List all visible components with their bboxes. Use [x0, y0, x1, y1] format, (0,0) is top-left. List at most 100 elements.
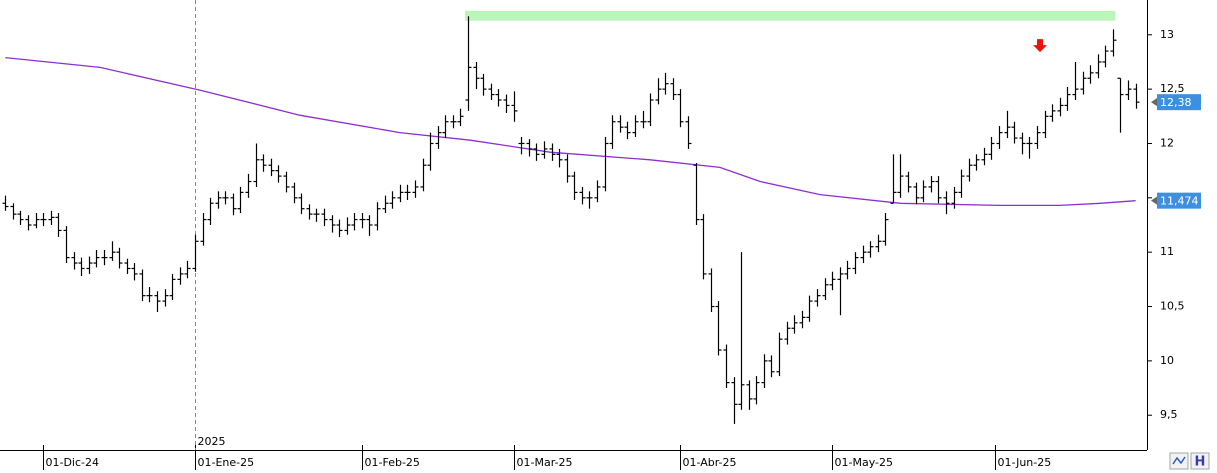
y-tick-label: 10 — [1160, 354, 1174, 367]
ohlc-bar — [329, 215, 336, 233]
ohlc-bar — [564, 154, 571, 183]
ohlc-bar — [829, 271, 836, 291]
y-tick-label: 12 — [1160, 136, 1174, 149]
ohlc-bar — [1064, 86, 1071, 111]
ohlc-bar — [397, 184, 404, 203]
ohlc-bar — [473, 61, 480, 90]
ohlc-bar — [427, 132, 434, 171]
ohlc-bar — [1133, 83, 1140, 109]
hold-icon[interactable] — [1190, 452, 1210, 470]
ohlc-bar — [71, 252, 78, 270]
ohlc-bar — [1026, 136, 1033, 159]
ohlc-bar — [366, 215, 373, 236]
ohlc-bar — [640, 110, 647, 129]
ohlc-bar — [55, 213, 62, 237]
ohlc-bar — [2, 195, 9, 211]
ohlc-bar — [935, 176, 942, 204]
ohlc-bar — [351, 213, 358, 231]
ohlc-bar — [298, 193, 305, 215]
toolbar-icons: H — [1169, 452, 1210, 470]
ohlc-bar — [291, 182, 298, 204]
ohlc-bar — [1042, 110, 1049, 139]
ohlc-bar — [708, 268, 715, 312]
ohlc-bar — [109, 241, 116, 261]
ohlc-bar — [791, 315, 798, 334]
ohlc-bar — [495, 89, 502, 107]
ohlc-bar — [184, 260, 191, 279]
ohlc-bar — [799, 310, 806, 329]
x-tick-label: 01-Jun-25 — [998, 456, 1052, 469]
ohlc-bar — [215, 191, 222, 209]
ohlc-bar — [442, 115, 449, 139]
ohlc-bar — [48, 210, 55, 225]
ohlc-bar — [913, 182, 920, 205]
ohlc-bar — [526, 139, 533, 157]
ohlc-bar — [344, 217, 351, 235]
ohlc-bar — [93, 250, 100, 268]
ohlc-bar — [533, 143, 540, 161]
ohlc-bar — [404, 184, 411, 200]
ohlc-bar — [1057, 97, 1064, 117]
ohlc-bar — [511, 91, 518, 122]
ohlc-bar — [245, 173, 252, 198]
ohlc-bar — [685, 116, 692, 149]
x-tick-label: 01-Abr-25 — [683, 456, 737, 469]
ohlc-bar — [594, 180, 601, 203]
ohlc-bar — [10, 203, 17, 220]
ohlc-bar — [268, 158, 275, 177]
arrow-annotation — [1033, 39, 1048, 53]
ohlc-bar — [700, 214, 707, 280]
ohlc-bar — [1011, 121, 1018, 144]
ohlc-bar — [556, 148, 563, 168]
ohlc-bar — [237, 186, 244, 214]
ohlc-bar — [321, 208, 328, 227]
ohlc-bar — [1019, 132, 1026, 155]
ohlc-bar — [647, 93, 654, 127]
ohlc-bar — [806, 295, 813, 322]
ohlc-bar — [253, 143, 260, 187]
ohlc-bar — [662, 72, 669, 95]
zoom-glyph — [1172, 456, 1186, 465]
ohlc-bar — [1049, 104, 1056, 122]
ohlc-bar — [1004, 110, 1011, 139]
ohlc-bar — [1095, 54, 1102, 79]
x-tick-label: 01-Feb-25 — [365, 456, 420, 469]
ohlc-bar — [139, 269, 146, 302]
ohlc-bar — [776, 332, 783, 377]
ohlc-bar — [101, 250, 108, 266]
year-label: 2025 — [198, 435, 226, 448]
ohlc-bar — [677, 89, 684, 128]
ohlc-bar — [382, 195, 389, 214]
ohlc-bar — [784, 321, 791, 345]
ohlc-bar — [412, 180, 419, 198]
ohlc-bar — [632, 115, 639, 137]
price-marker-box — [1157, 94, 1201, 111]
ohlc-bar — [943, 191, 950, 215]
ohlc-bar — [154, 291, 161, 312]
ohlc-bar — [768, 355, 775, 378]
ohlc-bar — [738, 252, 745, 410]
ohlc-bar — [731, 377, 738, 424]
ohlc-bar — [746, 380, 753, 410]
ohlc-bar — [541, 141, 548, 159]
ohlc-bar — [450, 115, 457, 129]
ohlc-bar — [882, 213, 889, 246]
ohlc-bar — [814, 289, 821, 307]
ohlc-bar — [617, 115, 624, 133]
ohlc-bar — [693, 163, 700, 225]
ohlc-bar — [389, 191, 396, 209]
ohlc-bar — [480, 73, 487, 96]
ohlc-bar — [875, 234, 882, 253]
ohlc-bar — [715, 301, 722, 356]
ohlc-bar — [837, 267, 844, 316]
ohlc-bar — [602, 136, 609, 192]
ohlc-bar — [670, 78, 677, 100]
ohlc-bar — [655, 78, 662, 105]
ohlc-bar — [116, 247, 123, 269]
ohlc-bar — [162, 289, 169, 307]
y-tick-label: 13 — [1160, 28, 1174, 41]
ohlc-bar — [549, 143, 556, 161]
ohlc-bar — [374, 202, 381, 231]
